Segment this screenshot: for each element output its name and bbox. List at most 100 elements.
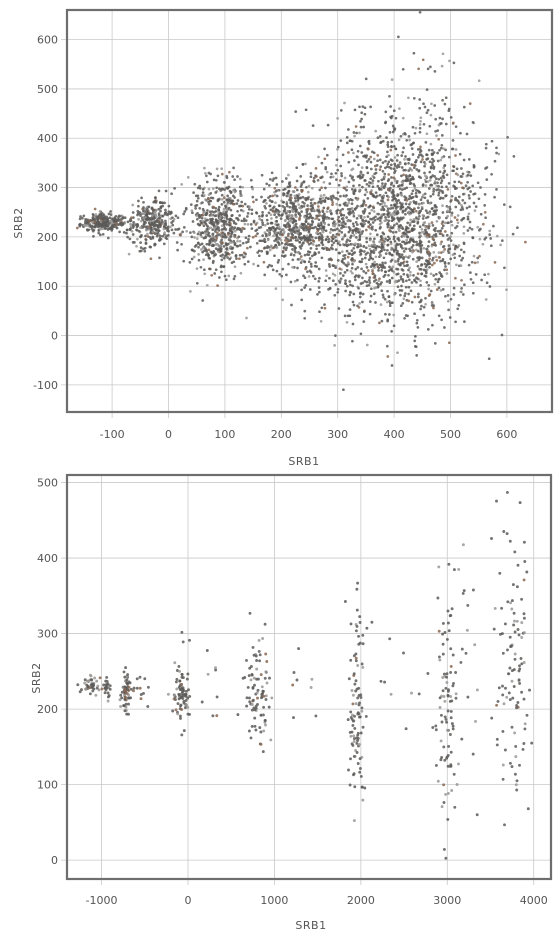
bottom-data-point: [310, 677, 314, 681]
top-data-point: [419, 284, 422, 287]
top-data-point: [91, 217, 95, 221]
top-data-point: [78, 217, 82, 221]
top-data-point: [360, 117, 363, 121]
top-data-point: [365, 343, 369, 347]
top-data-point: [390, 145, 393, 149]
top-data-point: [321, 210, 325, 214]
top-data-point: [246, 260, 250, 263]
top-data-point: [357, 274, 360, 278]
top-data-point: [365, 160, 369, 163]
bottom-data-point: [261, 750, 265, 754]
bottom-data-point: [454, 696, 458, 700]
top-data-point: [458, 254, 462, 258]
top-data-point: [369, 105, 372, 109]
bottom-data-point: [361, 633, 365, 637]
bottom-data-point: [359, 695, 363, 699]
bottom-data-point: [176, 702, 180, 706]
bottom-data-point: [446, 728, 449, 732]
top-data-point: [433, 282, 437, 286]
bottom-x-axis-label: SRB1: [295, 919, 326, 932]
top-data-point: [397, 227, 401, 231]
bottom-data-point: [132, 689, 135, 693]
top-data-point: [260, 218, 264, 222]
top-data-point: [322, 226, 326, 230]
top-x-tick-label: 0: [165, 428, 172, 441]
top-data-point: [302, 226, 306, 230]
top-data-point: [188, 261, 192, 264]
top-data-point: [317, 238, 321, 242]
top-data-point: [484, 142, 488, 146]
bottom-data-point: [457, 567, 461, 571]
bottom-data-point: [254, 654, 258, 658]
top-data-point: [292, 226, 296, 230]
top-data-point: [320, 256, 324, 260]
top-data-point: [342, 213, 346, 217]
bottom-data-point: [253, 724, 257, 728]
top-data-point: [274, 237, 278, 241]
top-data-point: [362, 310, 366, 313]
top-data-point: [256, 232, 259, 235]
top-data-point: [221, 187, 225, 191]
top-data-point: [223, 256, 226, 260]
top-data-point: [436, 129, 440, 132]
top-data-point: [454, 276, 457, 280]
top-data-point: [418, 130, 422, 134]
top-data-point: [392, 176, 396, 180]
top-data-point: [357, 306, 361, 309]
top-data-point: [261, 213, 264, 217]
top-data-point: [462, 105, 466, 109]
top-data-point: [415, 318, 419, 322]
top-data-point: [404, 292, 407, 295]
top-data-point: [427, 283, 431, 287]
top-data-point: [472, 254, 476, 258]
bottom-data-point: [515, 779, 519, 783]
top-data-point: [426, 211, 429, 215]
top-data-point: [481, 242, 485, 246]
top-data-point: [401, 227, 405, 230]
top-data-point: [291, 265, 294, 269]
top-data-point: [421, 217, 425, 220]
top-data-point: [369, 252, 372, 256]
bottom-data-point: [451, 684, 455, 688]
bottom-data-point: [245, 658, 248, 662]
top-data-point: [400, 284, 403, 288]
top-data-point: [399, 304, 403, 308]
top-data-point: [239, 189, 242, 193]
top-x-tick-label: 200: [271, 428, 292, 441]
top-data-point: [210, 210, 214, 213]
bottom-data-point: [443, 715, 447, 719]
bottom-data-point: [450, 722, 454, 726]
top-data-point: [198, 206, 202, 210]
top-data-point: [439, 259, 442, 263]
bottom-data-point: [516, 563, 520, 567]
top-data-point: [381, 238, 384, 242]
bottom-data-point: [360, 785, 364, 789]
top-data-point: [233, 265, 237, 269]
bottom-data-point: [126, 681, 129, 685]
top-data-point: [369, 155, 373, 159]
bottom-data-point: [254, 728, 258, 732]
top-data-point: [386, 207, 390, 211]
bottom-data-point: [97, 688, 101, 692]
top-data-point: [377, 266, 381, 270]
top-data-point: [312, 226, 315, 230]
top-data-point: [495, 146, 498, 150]
top-data-point: [97, 217, 100, 221]
top-data-point: [130, 229, 134, 233]
top-data-point: [164, 189, 168, 193]
bottom-data-point: [188, 638, 191, 642]
bottom-data-point: [250, 724, 254, 728]
top-data-point: [285, 204, 289, 208]
top-data-point: [358, 235, 362, 239]
top-data-point: [152, 221, 156, 225]
top-data-point: [363, 210, 366, 213]
top-data-point: [101, 227, 104, 231]
top-data-point: [199, 221, 203, 225]
top-data-point: [98, 209, 102, 213]
bottom-data-point: [439, 713, 443, 717]
bottom-data-point: [353, 726, 357, 730]
top-data-point: [288, 243, 291, 246]
top-data-point: [456, 307, 460, 311]
top-data-point: [441, 117, 444, 121]
top-data-point: [345, 284, 349, 288]
